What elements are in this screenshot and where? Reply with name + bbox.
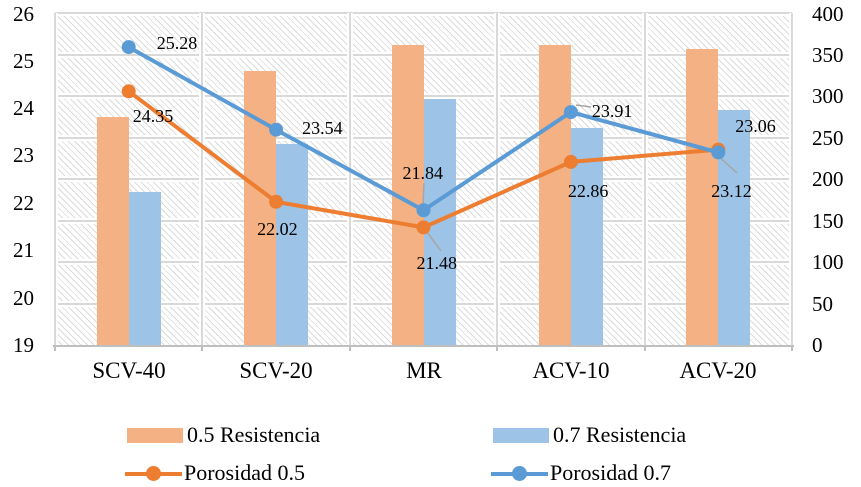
data-label: 23.91 [591, 101, 633, 122]
right-axis-tick: 0 [812, 333, 823, 357]
axis-tick-mark [496, 345, 499, 351]
right-axis-tick: 400 [812, 2, 844, 26]
left-axis-tick: 19 [13, 333, 34, 357]
gridline-vertical [54, 13, 56, 345]
left-axis-tick: 21 [13, 238, 34, 262]
gridline-horizontal [55, 12, 792, 14]
gridline-vertical [643, 13, 646, 345]
right-axis-tick: 100 [812, 250, 844, 274]
data-label: 22.02 [257, 218, 298, 239]
gridline-vertical [791, 13, 793, 345]
right-axis-tick: 200 [812, 167, 844, 191]
data-label: 24.35 [132, 106, 174, 127]
bar-resistencia-05 [244, 71, 277, 345]
axis-tick-mark [348, 345, 351, 351]
data-label: 25.28 [156, 33, 198, 54]
gridline-vertical [496, 13, 499, 345]
right-axis-tick: 150 [812, 209, 844, 233]
data-label: 22.86 [567, 180, 609, 201]
bar-resistencia-07 [570, 128, 603, 345]
right-axis-tick: 300 [812, 84, 844, 108]
gridline-vertical [348, 13, 351, 345]
gridline-vertical [201, 13, 204, 345]
bar-resistencia-05 [538, 45, 571, 345]
data-label: 21.48 [416, 253, 458, 274]
right-axis-tick: 350 [812, 43, 844, 67]
legend-bar-swatch [127, 427, 183, 443]
x-axis-line [53, 345, 794, 347]
category-label: ACV-10 [532, 358, 610, 383]
legend-label: Porosidad 0.5 [184, 460, 305, 485]
axis-tick-mark [791, 345, 793, 351]
legend-label: Porosidad 0.7 [550, 460, 671, 485]
gridline-horizontal [55, 53, 792, 56]
legend-item-porosidad-05: Porosidad 0.5 [125, 458, 305, 487]
left-axis-tick: 26 [13, 2, 34, 26]
right-axis-tick: 250 [812, 126, 844, 150]
axis-tick-mark [54, 345, 56, 351]
legend-item-porosidad-07: Porosidad 0.7 [491, 458, 671, 487]
right-axis-tick: 50 [812, 292, 833, 316]
legend-line-swatch [125, 465, 182, 481]
bar-resistencia-07 [718, 110, 751, 345]
axis-tick-mark [201, 345, 204, 351]
legend-label: 0.5 Resistencia [187, 422, 321, 447]
gridline-horizontal [55, 95, 792, 97]
category-label: MR [406, 358, 442, 383]
category-label: ACV-20 [679, 358, 757, 383]
bar-resistencia-07 [276, 144, 309, 345]
legend-item-resistencia-05: 0.5 Resistencia [127, 420, 320, 450]
bar-resistencia-07 [128, 192, 161, 345]
left-axis-tick: 25 [13, 49, 34, 73]
data-label: 23.12 [711, 180, 752, 201]
legend-item-resistencia-07: 0.7 Resistencia [493, 420, 686, 450]
left-axis-tick: 24 [13, 96, 34, 120]
category-label: SCV-20 [239, 358, 313, 383]
legend-bar-swatch [493, 427, 549, 443]
left-axis-tick: 20 [13, 286, 34, 310]
bar-resistencia-05 [96, 116, 129, 346]
bar-resistencia-05 [391, 44, 424, 345]
left-axis-tick: 23 [13, 143, 34, 167]
legend-line-swatch [491, 465, 548, 481]
data-label: 23.06 [735, 116, 776, 137]
data-label: 21.84 [402, 163, 444, 184]
axis-tick-mark [643, 345, 646, 351]
left-axis-tick: 22 [13, 191, 34, 215]
bar-resistencia-07 [423, 99, 456, 345]
category-label: SCV-40 [92, 358, 166, 383]
legend-label: 0.7 Resistencia [553, 422, 687, 447]
data-label: 23.54 [302, 117, 343, 138]
